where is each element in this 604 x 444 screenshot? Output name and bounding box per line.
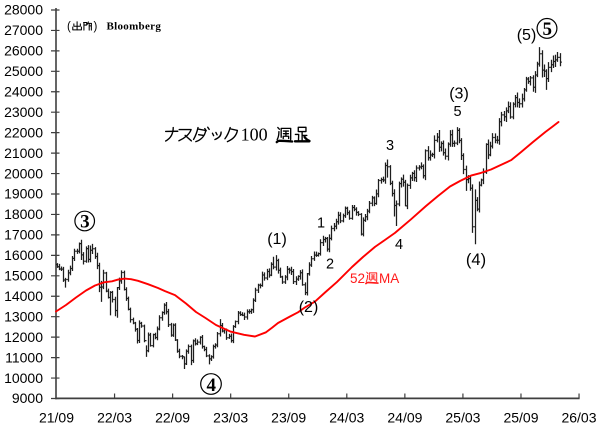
svg-text:22/03: 22/03 <box>97 410 132 426</box>
svg-text:21000: 21000 <box>4 145 43 161</box>
svg-text:26/03: 26/03 <box>561 410 596 426</box>
svg-text:22000: 22000 <box>4 124 43 140</box>
svg-text:26000: 26000 <box>4 43 43 59</box>
svg-text:11000: 11000 <box>5 349 43 365</box>
svg-text:24000: 24000 <box>4 84 43 100</box>
svg-text:(1): (1) <box>267 231 287 248</box>
svg-text:20000: 20000 <box>4 165 43 181</box>
svg-text:5: 5 <box>542 19 552 40</box>
svg-text:(5): (5) <box>517 27 537 44</box>
svg-text:23000: 23000 <box>4 104 43 120</box>
svg-text:1: 1 <box>317 216 325 232</box>
svg-text:18000: 18000 <box>4 206 43 222</box>
svg-text:21/09: 21/09 <box>39 410 74 426</box>
svg-text:27000: 27000 <box>4 22 43 38</box>
svg-text:3: 3 <box>386 138 394 154</box>
svg-text:13000: 13000 <box>4 308 43 324</box>
svg-text:100: 100 <box>241 125 268 145</box>
svg-text:25/03: 25/03 <box>445 410 480 426</box>
svg-text:(2): (2) <box>299 299 319 316</box>
svg-text:28000: 28000 <box>4 2 43 18</box>
svg-text:16000: 16000 <box>4 247 43 263</box>
svg-text:(: ( <box>67 21 71 33</box>
svg-text:Bloomberg: Bloomberg <box>107 20 162 32</box>
svg-text:25000: 25000 <box>4 63 43 79</box>
svg-text:4: 4 <box>206 375 216 396</box>
svg-text:(4): (4) <box>466 251 486 269</box>
svg-text:24/09: 24/09 <box>387 410 422 426</box>
svg-text:): ) <box>94 21 98 33</box>
svg-text:(3): (3) <box>449 86 469 103</box>
svg-text:4: 4 <box>395 237 403 253</box>
svg-text:2: 2 <box>326 256 334 272</box>
svg-text:23/09: 23/09 <box>271 410 306 426</box>
svg-text:12000: 12000 <box>4 329 43 345</box>
svg-text:14000: 14000 <box>4 288 43 304</box>
svg-text:17000: 17000 <box>4 227 43 243</box>
svg-text:MA: MA <box>379 271 399 286</box>
svg-text:10000: 10000 <box>4 370 43 386</box>
svg-text:24/03: 24/03 <box>329 410 364 426</box>
svg-text:23/03: 23/03 <box>213 410 248 426</box>
svg-text:22/09: 22/09 <box>155 410 190 426</box>
svg-text:15000: 15000 <box>4 268 43 284</box>
svg-text:5: 5 <box>453 104 461 120</box>
svg-text:19000: 19000 <box>4 186 43 202</box>
svg-text:25/09: 25/09 <box>503 410 538 426</box>
svg-text:9000: 9000 <box>12 390 43 406</box>
svg-text:3: 3 <box>80 212 90 233</box>
svg-text:52: 52 <box>350 271 365 286</box>
